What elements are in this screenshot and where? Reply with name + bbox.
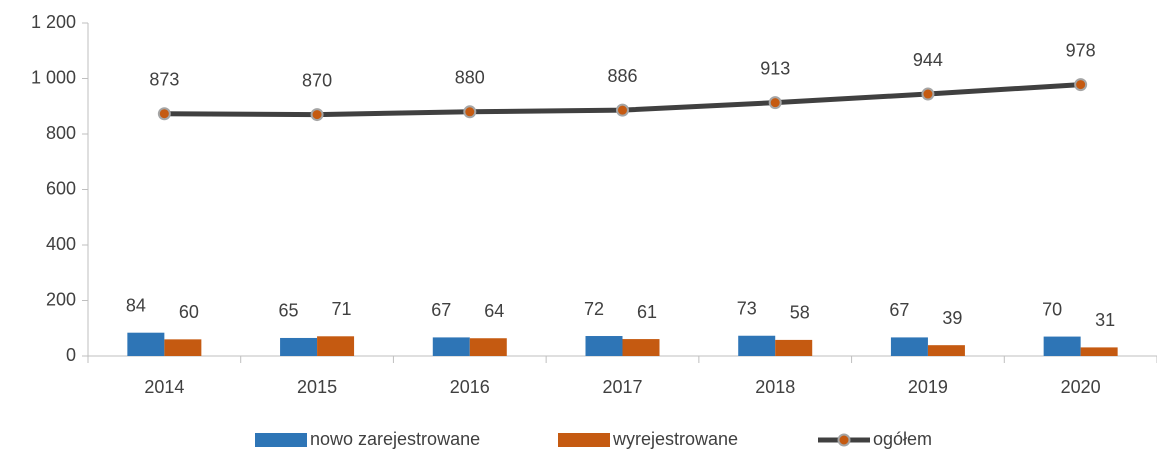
y-tick-label: 400 <box>46 234 76 254</box>
bar <box>927 345 965 356</box>
line-marker <box>310 108 324 122</box>
data-label: 873 <box>149 69 179 89</box>
legend-label: ogółem <box>873 429 932 449</box>
x-tick-label: 2019 <box>908 377 948 397</box>
line-marker <box>616 103 629 117</box>
legend-marker <box>837 433 851 447</box>
bar <box>164 339 202 356</box>
bar <box>775 339 813 356</box>
line-marker <box>1074 78 1088 92</box>
bar <box>127 332 165 356</box>
data-label: 913 <box>760 58 790 78</box>
x-tick-label: 2016 <box>450 377 490 397</box>
line-marker <box>157 107 171 121</box>
bar <box>585 336 623 356</box>
data-label: 61 <box>637 302 657 322</box>
x-tick-label: 2017 <box>602 377 642 397</box>
bar <box>469 338 507 356</box>
y-tick-label: 200 <box>46 289 76 309</box>
legend-swatch <box>558 433 610 447</box>
data-label: 978 <box>1066 40 1096 60</box>
bar <box>890 337 928 356</box>
data-label: 73 <box>737 298 757 318</box>
y-tick-label: 800 <box>46 123 76 143</box>
data-label: 64 <box>484 301 504 321</box>
y-tick-label: 0 <box>66 345 76 365</box>
legend-swatch <box>255 433 307 447</box>
data-label: 886 <box>607 66 637 86</box>
bar <box>622 339 660 356</box>
line-marker <box>921 87 935 101</box>
data-label: 880 <box>455 68 485 88</box>
y-tick-label: 600 <box>46 178 76 198</box>
data-label: 67 <box>889 300 909 320</box>
y-tick-label: 1 000 <box>31 67 76 87</box>
line-marker <box>463 105 477 119</box>
bar <box>1080 347 1118 356</box>
x-tick-label: 2018 <box>755 377 795 397</box>
bar <box>280 337 318 356</box>
line-marker <box>768 96 782 110</box>
data-label: 39 <box>942 308 962 328</box>
data-label: 31 <box>1095 310 1115 330</box>
data-label: 70 <box>1042 299 1062 319</box>
legend-label: nowo zarejestrowane <box>310 429 480 449</box>
bar <box>738 335 776 356</box>
data-label: 944 <box>913 50 943 70</box>
x-tick-label: 2020 <box>1061 377 1101 397</box>
data-label: 72 <box>584 299 604 319</box>
legend-label: wyrejestrowane <box>612 429 738 449</box>
data-label: 84 <box>126 295 146 315</box>
bar <box>432 337 470 356</box>
x-tick-label: 2015 <box>297 377 337 397</box>
data-label: 60 <box>179 302 199 322</box>
data-label: 67 <box>431 300 451 320</box>
bar <box>1043 336 1081 356</box>
bar <box>317 336 355 356</box>
data-label: 58 <box>790 303 810 323</box>
data-label: 71 <box>332 299 352 319</box>
data-label: 65 <box>279 301 299 321</box>
x-tick-label: 2014 <box>144 377 184 397</box>
y-tick-label: 1 200 <box>31 12 76 32</box>
data-label: 870 <box>302 70 332 90</box>
